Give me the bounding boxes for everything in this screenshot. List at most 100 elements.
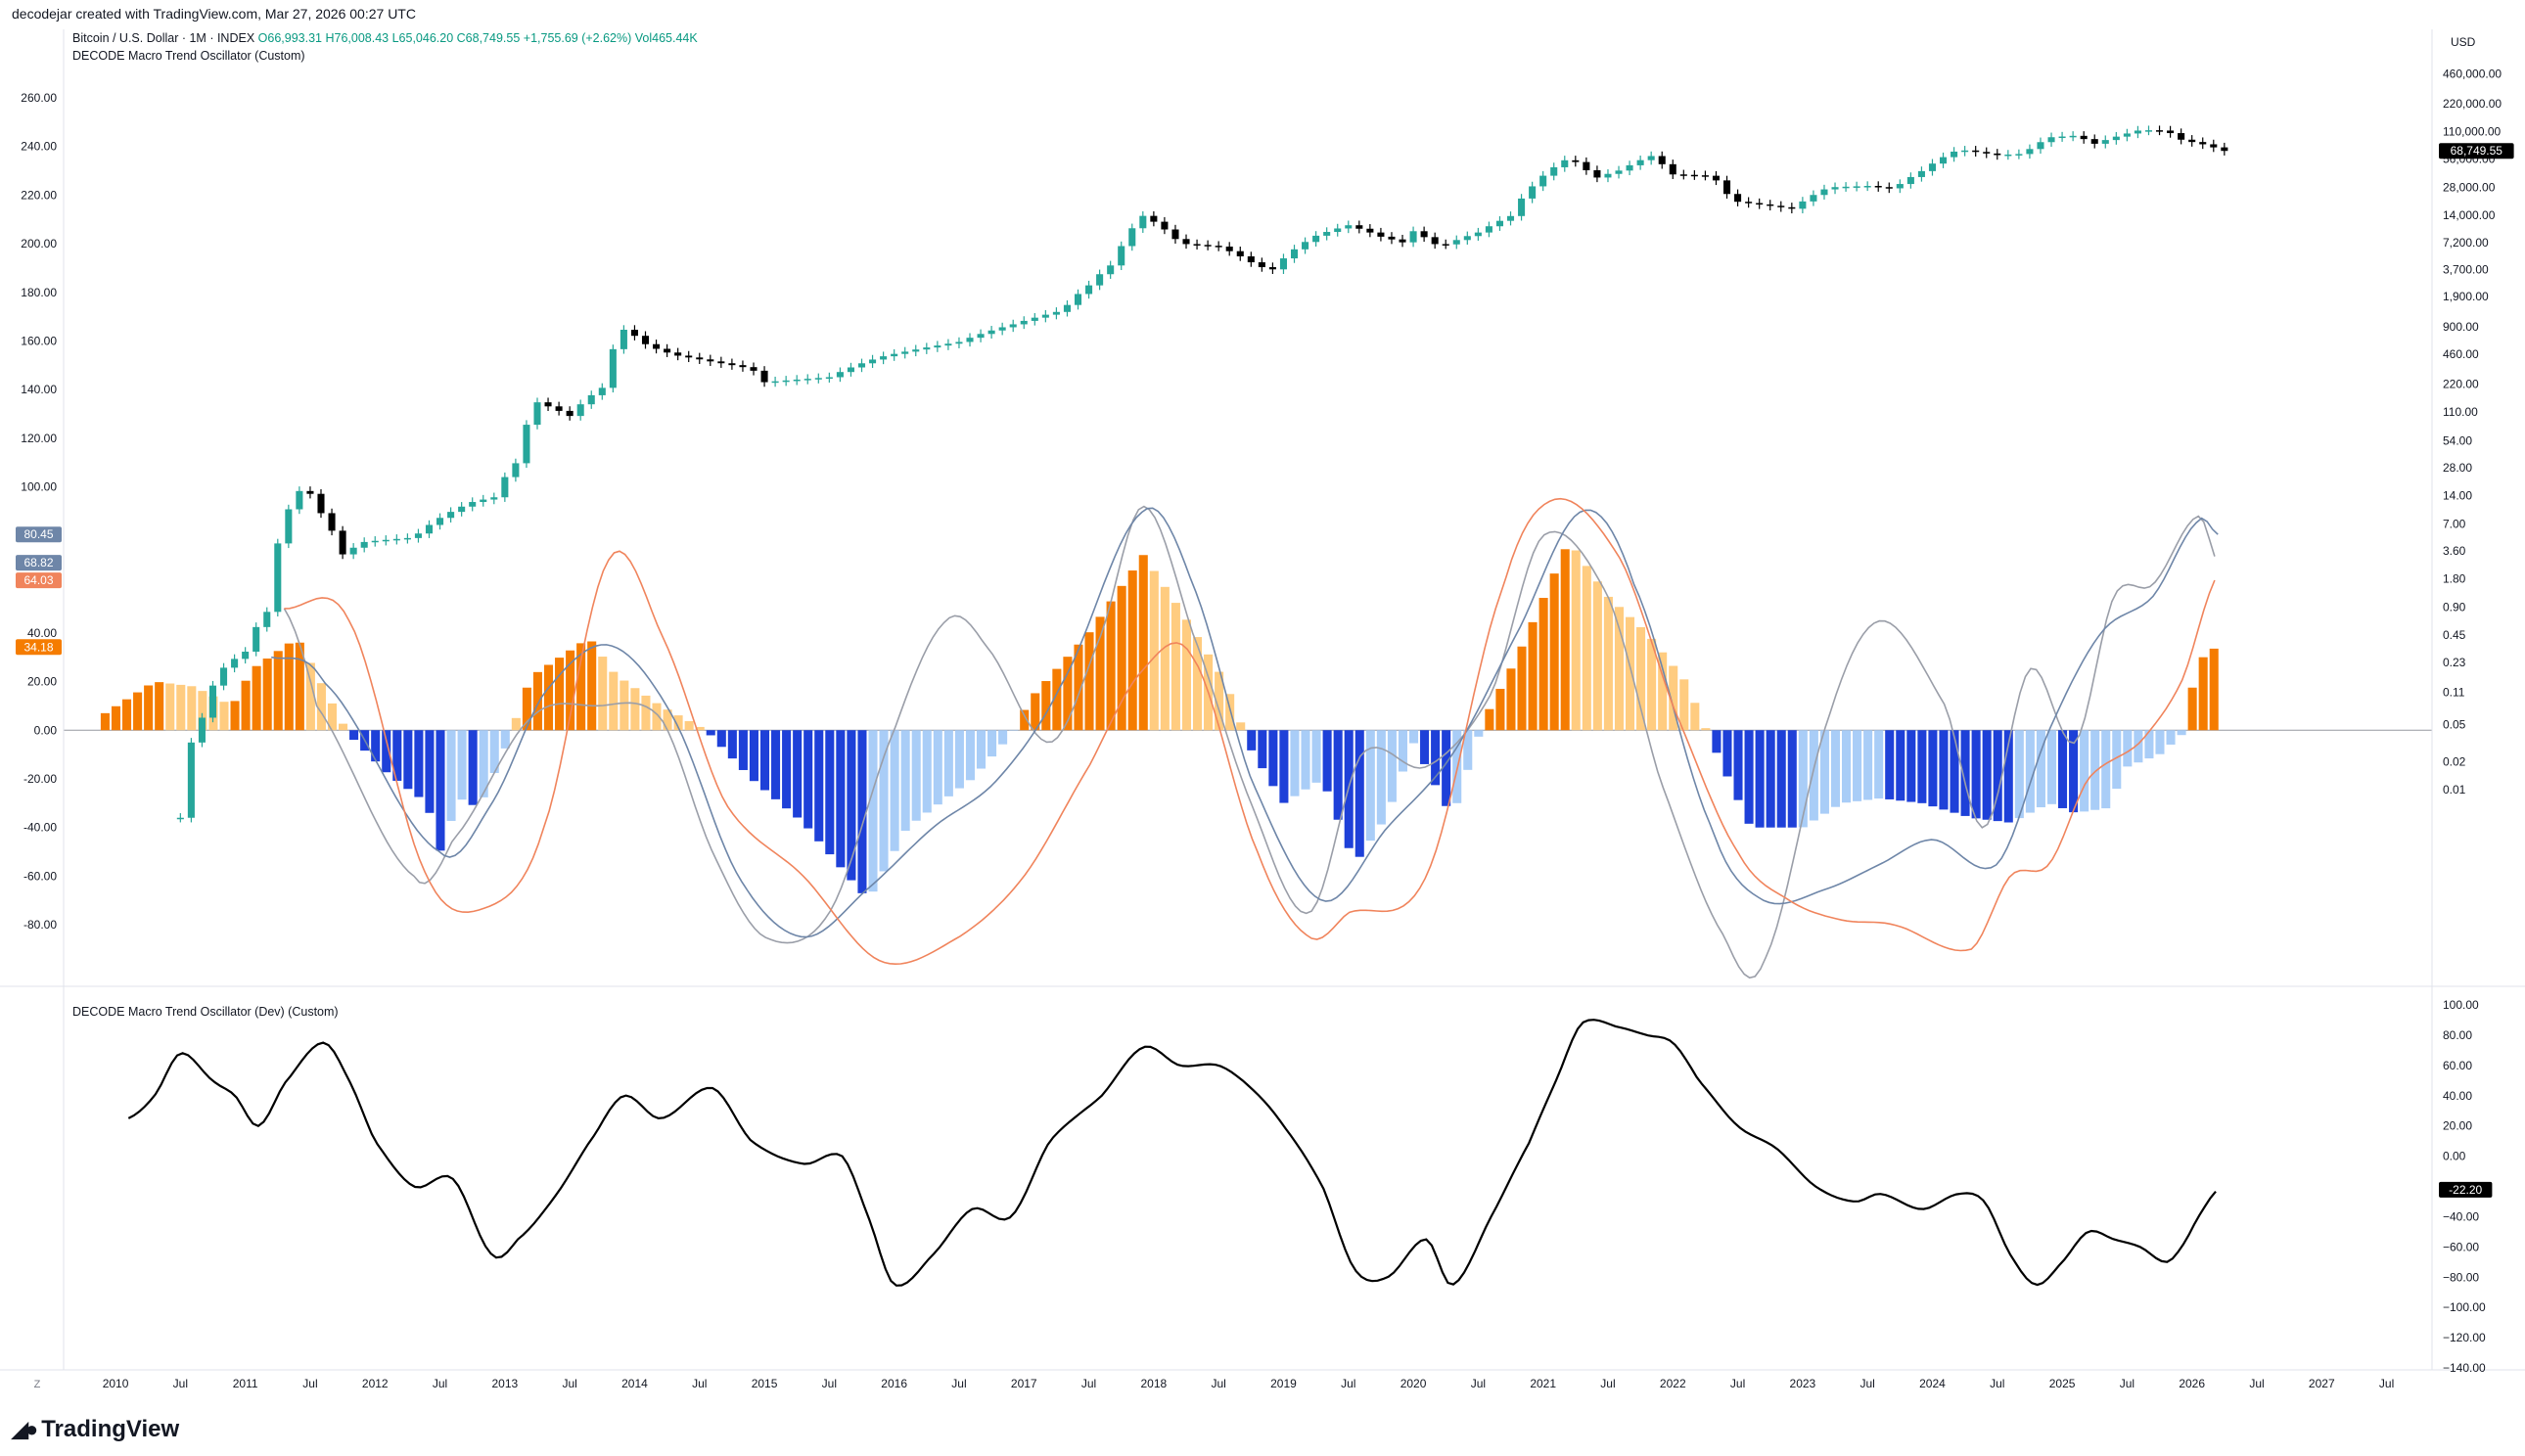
dev-tick-label: 100.00 — [2443, 998, 2479, 1012]
time-tick-label: Jul — [1471, 1377, 1486, 1390]
time-tick-label: 2022 — [1660, 1377, 1686, 1390]
candle-body — [1572, 159, 1580, 162]
time-tick-label: 2021 — [1530, 1377, 1556, 1390]
histogram-bar — [922, 730, 932, 813]
histogram-bar — [2025, 730, 2035, 813]
histogram-bar — [652, 703, 662, 731]
histogram-bar — [1084, 632, 1094, 731]
histogram-bar — [555, 658, 565, 731]
indicator1-title[interactable]: DECODE Macro Trend Oscillator (Custom) — [72, 49, 305, 63]
histogram-bar — [1722, 730, 1732, 777]
price-tick-label: 28.00 — [2443, 461, 2472, 475]
histogram-bar — [1138, 555, 1148, 731]
histogram-bar — [1127, 570, 1137, 731]
histogram-bar — [2177, 730, 2186, 736]
candle-body — [2058, 136, 2066, 139]
candle-body — [1182, 239, 1190, 245]
histogram-bar — [1301, 730, 1310, 790]
histogram-bar — [2101, 730, 2111, 809]
candle-body — [1896, 184, 1904, 189]
time-tick-label: Jul — [2120, 1377, 2135, 1390]
candle-body — [1550, 166, 1558, 176]
candle-body — [641, 336, 650, 344]
histogram-bar — [1982, 730, 1992, 820]
histogram-bar — [1192, 637, 1203, 731]
candle-body — [1831, 187, 1839, 190]
candle-body — [263, 612, 271, 627]
osc-tick-label: 200.00 — [21, 237, 57, 250]
candle-body — [1604, 173, 1612, 178]
histogram-bar — [1474, 730, 1484, 737]
histogram-bar — [998, 730, 1008, 745]
histogram-bar — [727, 730, 737, 759]
candle-body — [2069, 135, 2077, 138]
histogram-bar — [1290, 730, 1300, 796]
histogram-bar — [1354, 730, 1364, 857]
candle-body — [1399, 239, 1406, 243]
histogram-bar — [371, 730, 381, 762]
time-tick-label: 2027 — [2309, 1377, 2335, 1390]
histogram-bar — [836, 730, 846, 868]
histogram-bar — [1636, 627, 1646, 731]
oscillator-lines — [271, 497, 2219, 979]
osc-tick-label: -60.00 — [23, 869, 57, 883]
candle-body — [1377, 232, 1385, 237]
candle-body — [523, 425, 530, 464]
candle-body — [1756, 203, 1764, 205]
time-tick-label: 2015 — [752, 1377, 778, 1390]
histogram-bar — [2046, 730, 2057, 804]
ohlc-close: C68,749.55 — [456, 31, 521, 45]
candle-body — [208, 685, 217, 718]
candle-body — [674, 352, 682, 356]
ohlc-low: L65,046.20 — [391, 31, 454, 45]
candle-body — [285, 509, 293, 544]
candle-body — [1690, 174, 1698, 177]
candle-body — [1268, 267, 1276, 270]
candlesticks — [176, 125, 2228, 823]
indicator2-title[interactable]: DECODE Macro Trend Oscillator (Dev) (Cus… — [72, 1005, 339, 1019]
candle-body — [1366, 228, 1374, 233]
histogram-bar — [241, 680, 251, 731]
tradingview-logo[interactable]: ◢● TradingView — [12, 1416, 179, 1443]
candle-body — [630, 329, 638, 337]
price-tick-label: 0.11 — [2443, 686, 2465, 700]
histogram-bar — [1939, 730, 1949, 810]
candle-body — [1917, 170, 1925, 177]
histogram-bar — [1181, 619, 1191, 731]
candle-body — [1150, 215, 1158, 222]
candle-body — [1247, 255, 1255, 263]
histogram-bar — [144, 685, 154, 731]
candle-body — [1951, 151, 1958, 158]
candle-body — [1193, 244, 1201, 246]
candle-body — [1063, 304, 1071, 312]
histogram-bar — [1117, 585, 1126, 731]
badge-price — [2439, 143, 2514, 159]
histogram-bar — [1614, 607, 1624, 731]
histogram-bar — [1052, 668, 1062, 731]
candle-body — [555, 406, 563, 411]
histogram-bar — [1830, 730, 1840, 807]
histogram-bar — [468, 730, 478, 805]
dev-tick-label: −140.00 — [2443, 1361, 2486, 1375]
histogram-bar — [165, 683, 175, 731]
candle-body — [717, 361, 725, 364]
price-tick-label: 7,200.00 — [2443, 236, 2489, 250]
time-tick-label: 2010 — [103, 1377, 129, 1390]
candle-body — [977, 334, 985, 339]
candle-body — [1712, 175, 1721, 181]
candle-body — [231, 659, 239, 668]
histogram-bar — [1874, 730, 1884, 799]
candle-body — [544, 402, 552, 407]
candle-body — [1669, 163, 1676, 175]
histogram-bar — [1442, 730, 1451, 806]
histogram-bar — [349, 730, 359, 741]
histogram-bar — [489, 730, 499, 774]
histogram-bar — [1776, 730, 1786, 828]
time-tick-label: 2020 — [1400, 1377, 1427, 1390]
price-tick-label: 28,000.00 — [2443, 180, 2496, 194]
histogram-bar — [630, 688, 640, 731]
histogram-bar — [1247, 730, 1257, 751]
candle-body — [1799, 201, 1807, 209]
dev-tick-label: 20.00 — [2443, 1119, 2472, 1133]
